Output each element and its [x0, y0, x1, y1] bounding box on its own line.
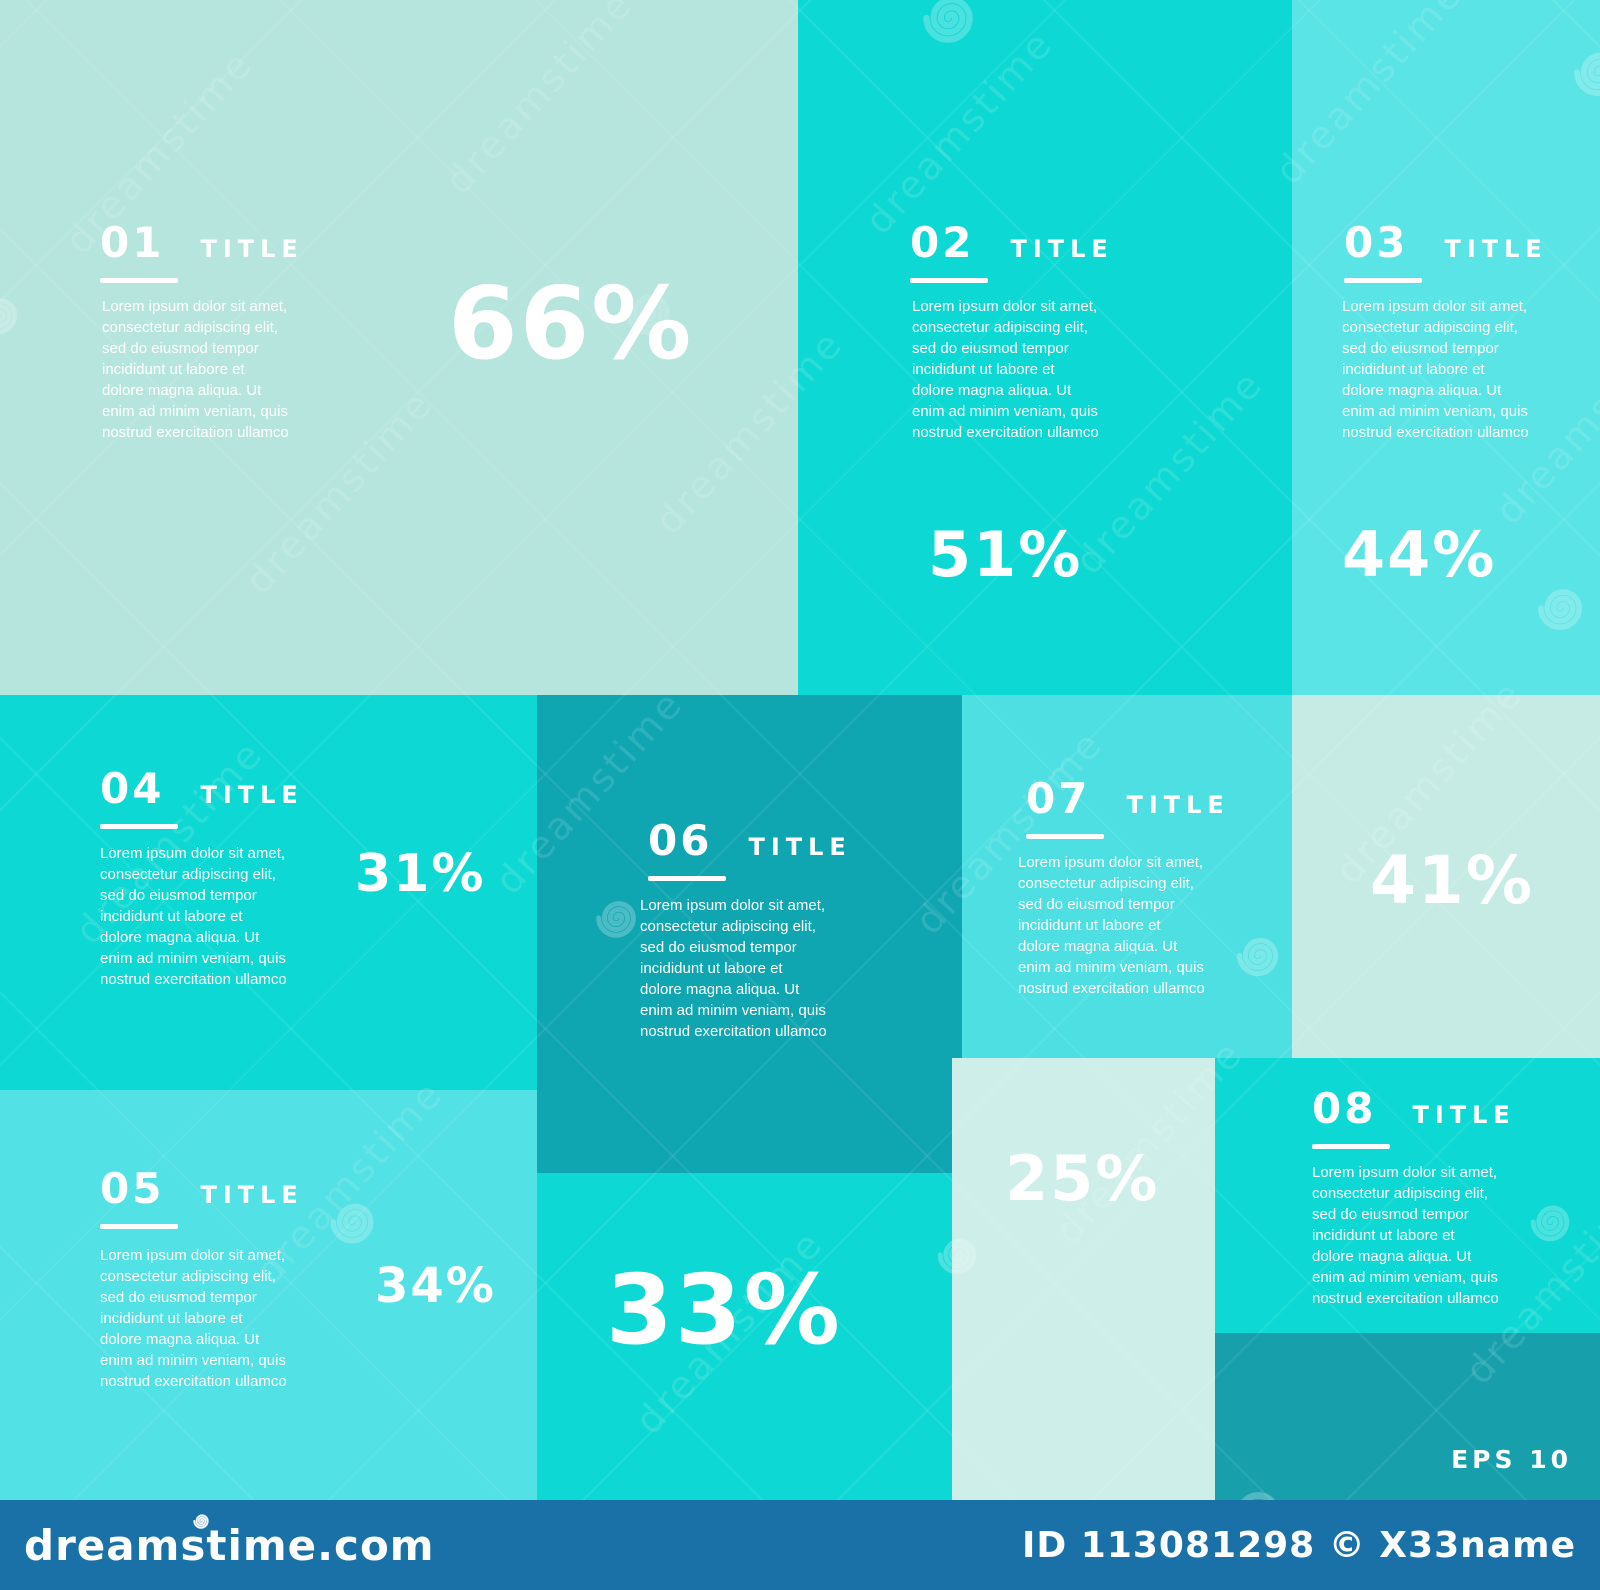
section-04-header: 04 TITLE [100, 768, 304, 829]
dreamstime-logo: dreamstime.com [24, 1513, 435, 1570]
tile-block-05 [0, 1090, 537, 1500]
tile-percent-25 [952, 1058, 1215, 1500]
section-05-text: Lorem ipsum dolor sit amet, consectetur … [100, 1247, 287, 1390]
section-04-title: TITLE [200, 781, 304, 809]
tile-block-07 [962, 695, 1292, 1058]
header-underline [1344, 278, 1422, 283]
header-underline [910, 278, 988, 283]
section-03-title: TITLE [1444, 235, 1548, 263]
tile-block-01 [0, 0, 798, 695]
section-04-text: Lorem ipsum dolor sit amet, consectetur … [100, 845, 287, 988]
tile-percent-41 [1292, 695, 1600, 1058]
section-05-header: 05 TITLE [100, 1168, 304, 1229]
section-01-number: 01 [100, 218, 165, 267]
section-06-text: Lorem ipsum dolor sit amet, consectetur … [640, 897, 827, 1040]
tile-25-percent: 25% [1005, 1142, 1160, 1215]
dreamstime-site-text: dreamstime.com [24, 1520, 435, 1570]
section-02-percent: 51% [928, 518, 1083, 591]
section-07-title: TITLE [1126, 791, 1230, 819]
eps-label: EPS 10 [1451, 1445, 1572, 1474]
section-02-text: Lorem ipsum dolor sit amet, consectetur … [912, 298, 1099, 441]
section-02-title: TITLE [1010, 235, 1114, 263]
section-04-percent: 31% [355, 844, 486, 904]
section-02-header: 02 TITLE [910, 222, 1114, 283]
header-underline [1312, 1144, 1390, 1149]
section-01-header: 01 TITLE [100, 222, 304, 283]
section-05-percent: 34% [375, 1258, 496, 1314]
section-06-number: 06 [648, 816, 713, 865]
header-underline [648, 876, 726, 881]
section-03-number: 03 [1344, 218, 1409, 267]
header-underline [100, 824, 178, 829]
section-08-header: 08 TITLE [1312, 1088, 1516, 1149]
header-underline [100, 278, 178, 283]
section-06-header: 06 TITLE [648, 820, 852, 881]
tile-block-04 [0, 695, 537, 1090]
section-08-title: TITLE [1412, 1101, 1516, 1129]
section-07-number: 07 [1026, 774, 1091, 823]
tile-eps: EPS 10 [1215, 1333, 1600, 1500]
tile-block-08 [1215, 1058, 1600, 1333]
tile-percent-33 [537, 1173, 952, 1500]
section-04-number: 04 [100, 764, 165, 813]
watermark-footer-bar: dreamstime.com ID 113081298 © X33name [0, 1500, 1600, 1590]
section-06-title: TITLE [748, 833, 852, 861]
tile-block-02 [798, 0, 1292, 695]
tile-block-03 [1292, 0, 1600, 695]
tile-41-percent: 41% [1370, 842, 1534, 919]
section-02-number: 02 [910, 218, 975, 267]
section-08-text: Lorem ipsum dolor sit amet, consectetur … [1312, 1164, 1499, 1307]
section-07-text: Lorem ipsum dolor sit amet, consectetur … [1018, 854, 1205, 997]
section-03-percent: 44% [1342, 518, 1497, 591]
logo-spiral-icon [193, 1513, 209, 1529]
section-01-percent: 66% [448, 265, 694, 382]
section-05-number: 05 [100, 1164, 165, 1213]
header-underline [100, 1224, 178, 1229]
section-03-header: 03 TITLE [1344, 222, 1548, 283]
section-01-title: TITLE [200, 235, 304, 263]
section-07-header: 07 TITLE [1026, 778, 1230, 839]
section-01-text: Lorem ipsum dolor sit amet, consectetur … [102, 298, 289, 441]
tile-33-percent: 33% [606, 1254, 842, 1366]
section-05-title: TITLE [200, 1181, 304, 1209]
header-underline [1026, 834, 1104, 839]
section-03-text: Lorem ipsum dolor sit amet, consectetur … [1342, 298, 1529, 441]
section-08-number: 08 [1312, 1084, 1377, 1133]
image-credit-text: ID 113081298 © X33name [1021, 1524, 1576, 1566]
